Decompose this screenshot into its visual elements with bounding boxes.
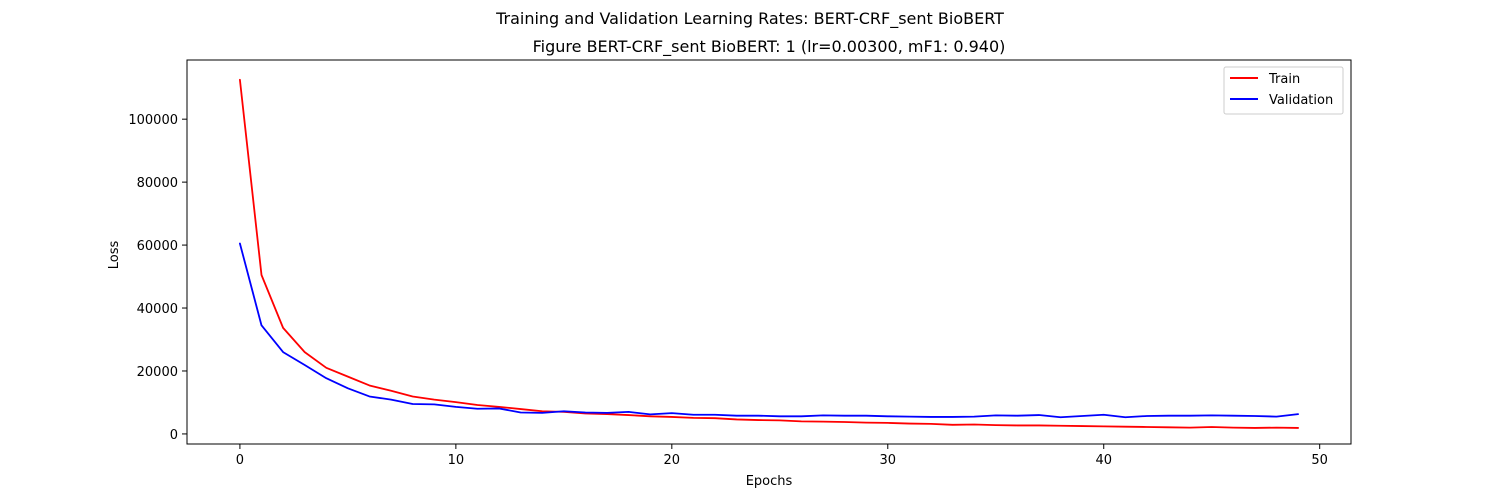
x-tick-label: 40	[1095, 453, 1112, 468]
y-tick-label: 80000	[137, 176, 178, 191]
series-line-validation	[239, 242, 1299, 419]
x-tick-label: 0	[236, 453, 244, 468]
y-axis-ticks: 0 20000 40000 60000 80000 100000	[128, 113, 187, 443]
series-lines	[239, 78, 1299, 429]
y-tick-label: 0	[170, 428, 178, 443]
y-axis-label: Loss	[107, 241, 122, 270]
x-tick-label: 10	[448, 453, 465, 468]
x-tick-label: 20	[664, 453, 681, 468]
y-tick-label: 20000	[137, 365, 178, 380]
x-tick-label: 50	[1311, 453, 1328, 468]
legend: Train Validation	[1223, 66, 1344, 115]
chart-title: Figure BERT-CRF_sent BioBERT: 1 (lr=0.00…	[533, 37, 1006, 57]
chart-suptitle: Training and Validation Learning Rates: …	[495, 9, 1004, 29]
x-axis-ticks: 0 10 20 30 40 50	[236, 444, 1328, 468]
y-tick-label: 60000	[137, 239, 178, 254]
series-line-train	[239, 78, 1299, 429]
x-tick-label: 30	[880, 453, 897, 468]
legend-train-label: Train	[1268, 72, 1300, 87]
y-tick-label: 40000	[137, 302, 178, 317]
y-tick-label: 100000	[128, 113, 178, 128]
legend-validation-label: Validation	[1269, 93, 1333, 108]
x-axis-label: Epochs	[746, 474, 793, 489]
plot-area	[186, 59, 1352, 445]
